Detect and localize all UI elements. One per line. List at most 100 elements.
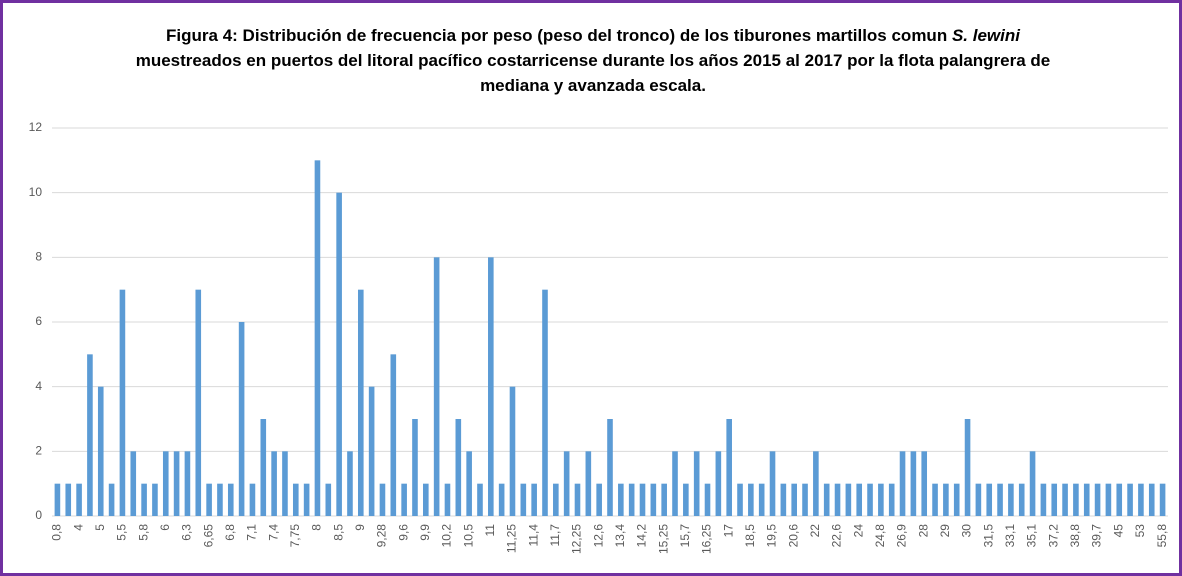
bar bbox=[520, 483, 527, 516]
x-tick-label: 24 bbox=[851, 524, 865, 538]
bar bbox=[758, 483, 765, 516]
bar bbox=[87, 354, 93, 516]
x-tick-label: 6,8 bbox=[223, 524, 237, 541]
bar bbox=[282, 451, 288, 516]
x-tick-label: 55,8 bbox=[1155, 524, 1169, 548]
bar bbox=[628, 483, 635, 516]
bar bbox=[488, 257, 494, 516]
bar bbox=[639, 483, 646, 516]
x-tick-label: 5 bbox=[93, 524, 107, 531]
y-tick-label: 10 bbox=[29, 185, 43, 199]
bar bbox=[119, 289, 126, 516]
bar bbox=[206, 483, 212, 516]
bar bbox=[693, 451, 700, 516]
x-tick-label: 15,7 bbox=[678, 524, 692, 548]
x-tick-label: 35,1 bbox=[1025, 524, 1039, 548]
x-tick-label: 14,2 bbox=[635, 524, 649, 548]
bar bbox=[292, 483, 299, 516]
bar bbox=[823, 483, 830, 516]
bar bbox=[271, 451, 277, 516]
bar bbox=[412, 419, 418, 516]
bar bbox=[141, 483, 147, 516]
bar bbox=[65, 483, 72, 516]
x-tick-label: 22,6 bbox=[830, 524, 844, 548]
bar bbox=[975, 483, 982, 516]
bar bbox=[780, 483, 787, 516]
x-tick-label: 11,25 bbox=[505, 524, 519, 553]
bar bbox=[1116, 483, 1123, 516]
chart-title: Figura 4: Distribución de frecuencia por… bbox=[123, 23, 1063, 98]
bar bbox=[314, 160, 321, 517]
bar bbox=[910, 451, 917, 516]
y-tick-label: 6 bbox=[35, 314, 42, 328]
bar bbox=[845, 483, 852, 516]
bar bbox=[108, 483, 115, 516]
bar bbox=[769, 451, 776, 516]
bar bbox=[715, 451, 722, 516]
bar bbox=[563, 451, 570, 516]
x-tick-label: 29 bbox=[938, 524, 952, 538]
bar bbox=[986, 483, 993, 516]
bar bbox=[921, 451, 928, 516]
bar bbox=[683, 483, 689, 516]
bar bbox=[509, 386, 516, 516]
bar bbox=[1073, 483, 1079, 516]
bar bbox=[791, 483, 797, 516]
bar bbox=[76, 483, 82, 516]
x-tick-label: 19,5 bbox=[765, 524, 779, 548]
bar bbox=[997, 483, 1003, 516]
y-tick-label: 4 bbox=[35, 379, 42, 393]
x-tick-label: 7,75 bbox=[288, 524, 302, 548]
bar bbox=[802, 483, 808, 516]
bar bbox=[97, 386, 104, 516]
x-tick-label: 9,28 bbox=[375, 524, 389, 548]
bar bbox=[607, 419, 613, 516]
y-tick-label: 0 bbox=[35, 508, 42, 522]
bar bbox=[498, 483, 505, 516]
bar bbox=[856, 483, 863, 516]
bar bbox=[899, 451, 906, 516]
bar bbox=[368, 386, 375, 516]
x-tick-label: 17 bbox=[721, 524, 735, 538]
bar bbox=[878, 483, 884, 516]
bar bbox=[1029, 451, 1036, 516]
bar bbox=[444, 483, 451, 516]
bar bbox=[596, 483, 602, 516]
bar bbox=[585, 451, 592, 516]
bar bbox=[574, 483, 581, 516]
bar bbox=[238, 322, 245, 516]
bar bbox=[325, 483, 332, 516]
bar bbox=[130, 451, 137, 516]
bar bbox=[1051, 483, 1058, 516]
bar bbox=[813, 451, 819, 516]
bar bbox=[867, 483, 873, 516]
bar bbox=[336, 192, 342, 516]
x-tick-label: 6 bbox=[158, 524, 172, 531]
x-tick-label: 6,3 bbox=[180, 524, 194, 541]
bar bbox=[54, 483, 61, 516]
x-tick-label: 12,6 bbox=[591, 524, 605, 548]
bar bbox=[737, 483, 743, 516]
bar bbox=[1008, 483, 1014, 516]
x-tick-label: 39,7 bbox=[1090, 524, 1104, 548]
bar bbox=[477, 483, 483, 516]
x-tick-label: 28 bbox=[916, 524, 930, 538]
bar bbox=[260, 419, 267, 516]
x-tick-label: 13,4 bbox=[613, 524, 627, 548]
bar bbox=[303, 483, 310, 516]
y-tick-label: 2 bbox=[35, 444, 42, 458]
y-tick-label: 8 bbox=[35, 250, 42, 264]
x-tick-label: 9 bbox=[353, 524, 367, 531]
bar bbox=[888, 483, 895, 516]
bar bbox=[953, 483, 960, 516]
bar bbox=[1040, 483, 1047, 516]
x-tick-label: 6,65 bbox=[201, 524, 215, 548]
bar bbox=[379, 483, 386, 516]
x-tick-label: 15,25 bbox=[656, 524, 670, 554]
bar bbox=[195, 289, 202, 516]
bar bbox=[423, 483, 429, 516]
bar bbox=[1062, 483, 1068, 516]
bar bbox=[347, 451, 353, 516]
bar bbox=[932, 483, 938, 516]
